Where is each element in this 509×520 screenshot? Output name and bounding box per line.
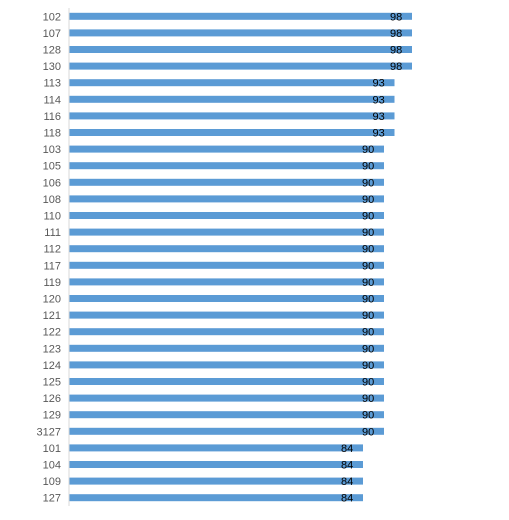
- category-tick-label: 130: [43, 61, 61, 73]
- bar-104: [69, 461, 363, 468]
- category-tick-label: 128: [43, 45, 61, 57]
- bar-119: [69, 278, 384, 286]
- category-axis: 102 107 128 130 113 114 116 118 103 105 106 108 110 1…: [37, 8, 70, 506]
- category-tick-label: 116: [43, 111, 61, 123]
- category-tick-label: 109: [43, 476, 61, 488]
- category-tick-label: 111: [44, 227, 61, 239]
- category-tick-label: 118: [43, 128, 61, 140]
- category-tick-label: 122: [43, 327, 61, 339]
- bar-106: [69, 178, 384, 186]
- bar-123: [69, 344, 384, 352]
- data-label-113: 93: [373, 78, 385, 90]
- data-label-110: 90: [362, 211, 374, 223]
- data-label-108: 90: [362, 194, 374, 206]
- bar-3127: [69, 427, 384, 435]
- data-label-124: 90: [362, 360, 374, 372]
- bar-122: [69, 328, 384, 336]
- bar-107: [69, 29, 412, 37]
- bar-125: [69, 378, 384, 385]
- bar-126: [69, 394, 384, 402]
- data-label-126: 90: [362, 393, 374, 405]
- category-tick-label: 101: [43, 443, 61, 455]
- data-label-102: 98: [390, 11, 402, 23]
- data-label-105: 90: [362, 161, 374, 173]
- data-label-118: 93: [373, 128, 385, 140]
- category-tick-label: 124: [43, 360, 61, 372]
- bar-130: [69, 62, 412, 70]
- category-tick-label: 117: [43, 260, 61, 272]
- data-label-121: 90: [362, 310, 374, 322]
- data-label-111: 90: [362, 227, 374, 239]
- data-label-106: 90: [362, 177, 374, 189]
- bar-121: [69, 311, 384, 319]
- category-tick-label: 3127: [37, 426, 61, 438]
- category-tick-label: 125: [43, 377, 61, 389]
- data-label-128: 98: [390, 45, 402, 57]
- bar-114: [69, 95, 395, 103]
- bar-124: [69, 361, 384, 369]
- bar-116: [69, 112, 395, 120]
- category-tick-label: 120: [43, 294, 61, 306]
- bar-117: [69, 261, 384, 269]
- bar-120: [69, 295, 384, 302]
- category-tick-label: 103: [43, 144, 61, 156]
- category-tick-label: 121: [43, 310, 61, 322]
- data-label-3127: 90: [362, 426, 374, 438]
- data-label-112: 90: [362, 244, 374, 256]
- bar-102: [69, 12, 412, 20]
- bar-103: [69, 145, 384, 153]
- bar-118: [69, 129, 395, 136]
- category-tick-label: 114: [43, 94, 61, 106]
- bar-108: [69, 195, 384, 203]
- data-labels-layer: 98 98 98 98 93 93 93 93 90 90 90 90 90 90 90 90 90 90 90 90…: [341, 11, 402, 504]
- data-label-103: 90: [362, 144, 374, 156]
- bar-127: [69, 494, 363, 502]
- data-label-125: 90: [362, 377, 374, 389]
- bar-110: [69, 212, 384, 219]
- category-tick-label: 104: [43, 460, 61, 472]
- category-tick-label: 126: [43, 393, 61, 405]
- bar-112: [69, 245, 384, 253]
- bars-layer: [69, 12, 412, 502]
- category-tick-label: 105: [43, 161, 61, 173]
- bar-128: [69, 46, 412, 53]
- category-tick-label: 119: [43, 277, 61, 289]
- data-label-119: 90: [362, 277, 374, 289]
- category-tick-label: 113: [43, 78, 61, 90]
- bar-113: [69, 79, 395, 87]
- data-label-130: 98: [390, 61, 402, 73]
- category-tick-label: 108: [43, 194, 61, 206]
- bar-109: [69, 477, 363, 485]
- data-label-101: 84: [341, 443, 353, 455]
- data-label-107: 98: [390, 28, 402, 40]
- category-tick-label: 107: [43, 28, 61, 40]
- category-tick-label: 102: [43, 11, 61, 23]
- data-label-109: 84: [341, 476, 353, 488]
- data-label-129: 90: [362, 410, 374, 422]
- category-tick-label: 106: [43, 177, 61, 189]
- data-label-114: 93: [373, 94, 385, 106]
- bar-111: [69, 228, 384, 236]
- data-label-104: 84: [341, 460, 353, 472]
- bar-129: [69, 411, 384, 419]
- data-label-120: 90: [362, 294, 374, 306]
- category-tick-label: 110: [43, 211, 61, 223]
- category-tick-label: 129: [43, 410, 61, 422]
- data-label-123: 90: [362, 343, 374, 355]
- category-tick-label: 112: [43, 244, 61, 256]
- bar-101: [69, 444, 363, 452]
- data-label-117: 90: [362, 260, 374, 272]
- data-label-116: 93: [373, 111, 385, 123]
- category-tick-label: 127: [43, 493, 61, 505]
- data-label-122: 90: [362, 327, 374, 339]
- bar-105: [69, 162, 384, 170]
- data-label-127: 84: [341, 493, 353, 505]
- category-tick-label: 123: [43, 343, 61, 355]
